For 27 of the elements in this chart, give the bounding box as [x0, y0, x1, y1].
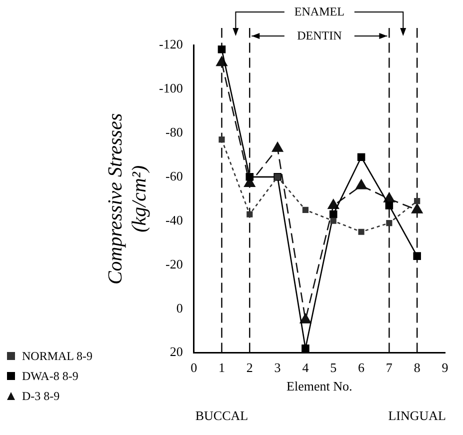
legend-label: NORMAL 8-9 — [22, 348, 93, 364]
x-tick-label: 4 — [302, 360, 310, 376]
y-tick-label: -40 — [165, 212, 183, 228]
x-tick-label: 0 — [190, 360, 198, 376]
text: DENTIN — [291, 28, 348, 44]
x-tick-label: 6 — [358, 360, 366, 376]
y-axis-title: Compressive Stresses (kg/cm²) — [104, 113, 150, 285]
x-axis-title: Element No. — [286, 378, 352, 394]
x-tick-label: 2 — [246, 360, 253, 376]
y-tick-label: -100 — [158, 80, 183, 96]
x-tick-label: 3 — [274, 360, 281, 376]
y-tick-label: -60 — [165, 168, 183, 184]
x-tick-label: 5 — [330, 360, 337, 376]
text: BUCCAL — [195, 408, 248, 424]
x-tick-label: 8 — [414, 360, 420, 376]
x-tick-label: 9 — [442, 360, 448, 376]
y-tick-label: 0 — [176, 300, 183, 316]
y-tick-label: -120 — [158, 36, 183, 52]
y-tick-label: 20 — [170, 344, 183, 360]
legend-label: D-3 8-9 — [22, 388, 60, 404]
y-tick-label: -80 — [165, 124, 183, 140]
legend-label: DWA-8 8-9 — [22, 368, 78, 384]
text: ENAMEL — [288, 4, 350, 20]
y-tick-label: -20 — [165, 256, 183, 272]
x-tick-label: 7 — [386, 360, 393, 376]
x-tick-label: 1 — [218, 360, 225, 376]
text: LINGUAL — [388, 408, 446, 424]
